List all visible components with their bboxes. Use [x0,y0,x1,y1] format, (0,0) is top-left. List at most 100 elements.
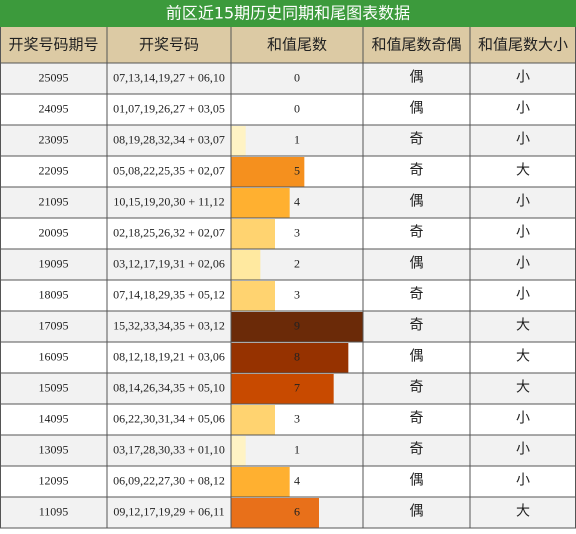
cell-text: 奇 [410,286,424,303]
cell-text: 奇 [410,441,424,458]
cell-text: 01,07,19,26,27 + 03,05 [113,101,225,115]
cell-text: 08,14,26,34,35 + 05,10 [113,380,225,394]
cell-text: 12095 [39,473,69,487]
cell-text: 03,17,28,30,33 + 01,10 [113,442,225,456]
cell-text: 小 [516,70,530,86]
cell-text: 13095 [39,442,69,456]
title-bar [0,0,576,27]
bar [231,405,275,435]
row-background [0,125,576,156]
bar [231,281,275,311]
sum-tail: 4 [294,473,300,487]
cell-text: 10,15,19,20,30 + 11,12 [113,194,224,208]
cell-text: 20095 [39,225,69,239]
cell-text: 05,08,22,25,35 + 02,07 [113,163,225,177]
cell-text: 08,19,28,32,34 + 03,07 [113,132,225,146]
cell-text: 16095 [39,349,69,363]
bar [231,250,261,280]
cell-text: 小 [516,256,530,272]
cell-text: 大 [516,163,530,179]
row-background [0,218,576,249]
sum-tail: 2 [294,256,300,270]
cell-text: 奇 [410,224,424,241]
cell-text: 小 [516,225,530,241]
cell-text: 偶 [410,256,424,272]
cell-text: 偶 [410,473,424,489]
bar [231,312,363,342]
cell-text: 17095 [39,318,69,332]
cell-text: 24095 [39,101,69,115]
cell-text: 奇 [410,379,424,396]
row-background [0,63,576,94]
sum-tail: 0 [294,101,300,115]
row-background [0,94,576,125]
sum-tail: 5 [294,163,300,177]
cell-text: 06,22,30,31,34 + 05,06 [113,411,225,425]
bar [231,157,305,187]
row-background [0,435,576,466]
column-header: 和值尾数奇偶 [371,36,461,54]
bar [231,126,246,156]
row-background [0,249,576,280]
cell-text: 偶 [410,70,424,86]
cell-text: 小 [516,132,530,148]
cell-text: 偶 [410,101,424,117]
sum-tail: 1 [294,442,300,456]
cell-text: 15095 [39,380,69,394]
cell-text: 偶 [410,504,424,520]
cell-text: 小 [516,473,530,489]
cell-text: 19095 [39,256,69,270]
cell-text: 25095 [39,70,69,84]
sum-tail: 3 [294,225,300,239]
cell-text: 14095 [39,411,69,425]
bar [231,436,246,466]
cell-text: 11095 [39,504,69,518]
sum-tail: 7 [294,380,300,394]
cell-text: 大 [516,349,530,365]
cell-text: 小 [516,287,530,303]
cell-text: 偶 [410,349,424,365]
cell-text: 小 [516,442,530,458]
row-background [0,404,576,435]
sum-tail: 3 [294,287,300,301]
cell-text: 03,12,17,19,31 + 02,06 [113,256,225,270]
sum-tail: 9 [294,318,300,332]
cell-text: 07,13,14,19,27 + 06,10 [113,70,225,84]
row-background [0,280,576,311]
cell-text: 奇 [410,410,424,427]
bar [231,498,319,528]
sum-tail: 3 [294,411,300,425]
bar [231,219,275,249]
sum-tail: 8 [294,349,300,363]
cell-text: 22095 [39,163,69,177]
cell-text: 奇 [410,131,424,148]
bar [231,374,334,404]
cell-text: 06,09,22,27,30 + 08,12 [113,473,225,487]
cell-text: 小 [516,194,530,210]
cell-text: 21095 [39,194,69,208]
bar [231,467,290,497]
header-row [0,27,576,63]
cell-text: 07,14,18,29,35 + 05,12 [113,287,225,301]
cell-text: 偶 [410,194,424,210]
cell-text: 小 [516,411,530,427]
column-header: 和值尾数 [267,36,327,54]
cell-text: 奇 [410,317,424,334]
cell-text: 08,12,18,19,21 + 03,06 [113,349,225,363]
column-header: 和值尾数大小 [478,36,568,54]
column-header: 开奖号码期号 [8,36,98,54]
cell-text: 23095 [39,132,69,146]
sum-tail: 6 [294,504,300,518]
cell-text: 大 [516,380,530,396]
title: 前区近15期历史同期和尾图表数据 [166,4,410,23]
cell-text: 大 [516,318,530,334]
sum-tail: 4 [294,194,300,208]
cell-text: 09,12,17,19,29 + 06,11 [113,504,224,518]
bar [231,188,290,218]
cell-text: 02,18,25,26,32 + 02,07 [113,225,225,239]
cell-text: 小 [516,101,530,117]
cell-text: 奇 [410,162,424,179]
cell-text: 18095 [39,287,69,301]
